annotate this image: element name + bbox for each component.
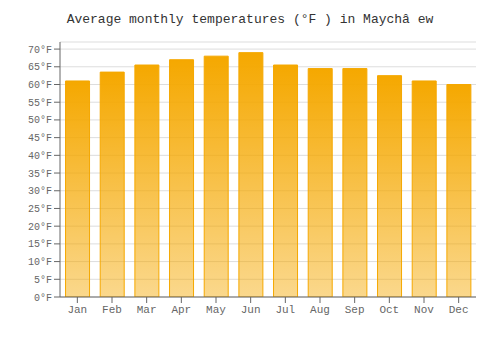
svg-text:60°F: 60°F: [28, 80, 52, 91]
svg-text:25°F: 25°F: [28, 204, 52, 215]
svg-text:0°F: 0°F: [34, 293, 52, 304]
svg-text:Aug: Aug: [310, 304, 330, 316]
svg-text:15°F: 15°F: [28, 239, 52, 250]
svg-text:55°F: 55°F: [28, 98, 52, 109]
svg-text:5°F: 5°F: [34, 275, 52, 286]
svg-text:Jun: Jun: [241, 304, 261, 316]
svg-text:May: May: [206, 304, 226, 316]
svg-text:Jan: Jan: [67, 304, 87, 316]
svg-text:20°F: 20°F: [28, 222, 52, 233]
svg-text:45°F: 45°F: [28, 133, 52, 144]
svg-text:70°F: 70°F: [28, 45, 52, 56]
svg-text:Mar: Mar: [137, 304, 157, 316]
svg-text:65°F: 65°F: [28, 62, 52, 73]
svg-text:40°F: 40°F: [28, 151, 52, 162]
svg-text:Oct: Oct: [379, 304, 399, 316]
svg-text:30°F: 30°F: [28, 186, 52, 197]
svg-text:Apr: Apr: [171, 304, 191, 316]
svg-text:Jul: Jul: [275, 304, 295, 316]
svg-text:Dec: Dec: [449, 304, 469, 316]
html-text:Average monthly temperatures (: Average monthly temperatures (°F ) in Ma…: [66, 12, 434, 27]
svg-text:Feb: Feb: [102, 304, 122, 316]
svg-text:10°F: 10°F: [28, 257, 52, 268]
svg-text:Sep: Sep: [345, 304, 365, 316]
svg-text:Nov: Nov: [414, 304, 434, 316]
svg-text:50°F: 50°F: [28, 115, 52, 126]
svg-text:35°F: 35°F: [28, 169, 52, 180]
